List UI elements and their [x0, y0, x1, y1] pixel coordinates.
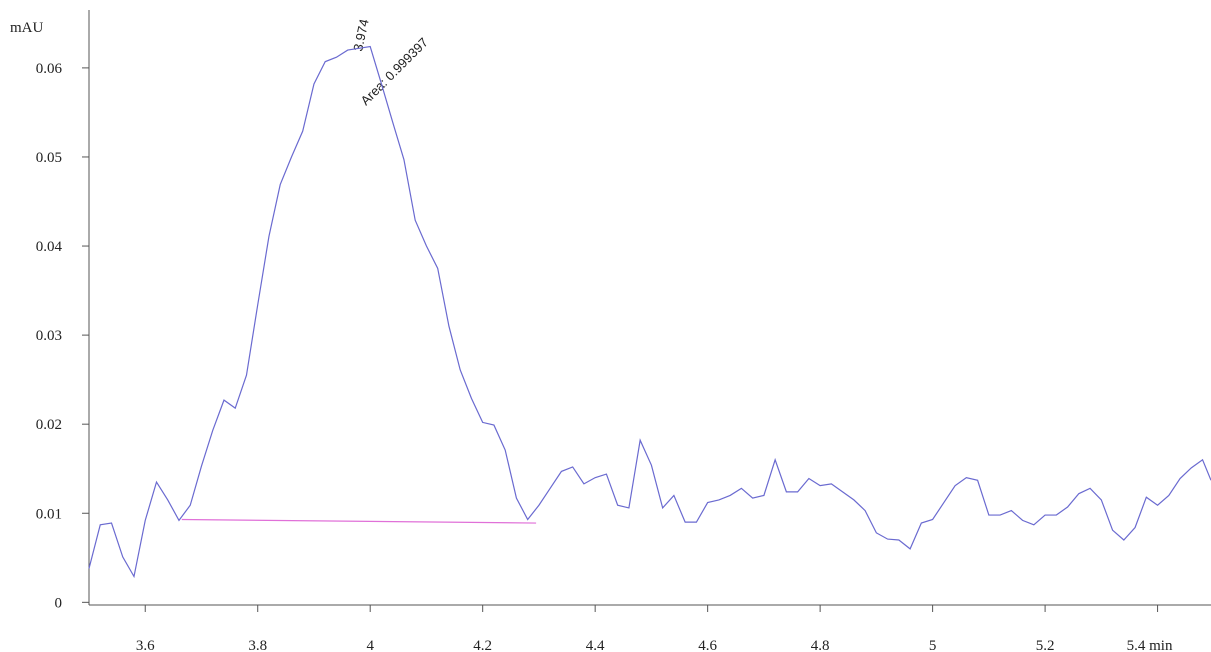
x-tick-label: 3.6 [136, 638, 155, 652]
y-tick-label: 0.06 [36, 61, 63, 77]
y-tick-label: 0.04 [36, 239, 63, 255]
x-tick-label: 4.6 [698, 638, 717, 652]
peak-time-label: 3.974 [350, 18, 371, 53]
x-tick-label: 5 [929, 638, 937, 652]
y-tick-label: 0.02 [36, 417, 62, 433]
x-tick-label: 4.4 [586, 638, 605, 652]
x-tick-label: 4.8 [811, 638, 830, 652]
y-tick-label: 0.05 [36, 150, 62, 166]
y-tick-label: 0.03 [36, 328, 62, 344]
x-tick-label: 4 [366, 638, 374, 652]
x-tick-label: 4.2 [473, 638, 492, 652]
x-tick-label: 5.4 min [1127, 638, 1173, 652]
trace [88, 45, 1211, 579]
baseline [181, 518, 537, 524]
x-tick-label: 3.8 [248, 638, 267, 652]
y-tick-label: 0 [55, 595, 63, 611]
peak-area-label: Area: 0.999397 [358, 35, 431, 108]
y-axis-label: mAU [10, 20, 44, 36]
y-tick-label: 0.01 [36, 506, 62, 522]
x-tick-label: 5.2 [1036, 638, 1055, 652]
